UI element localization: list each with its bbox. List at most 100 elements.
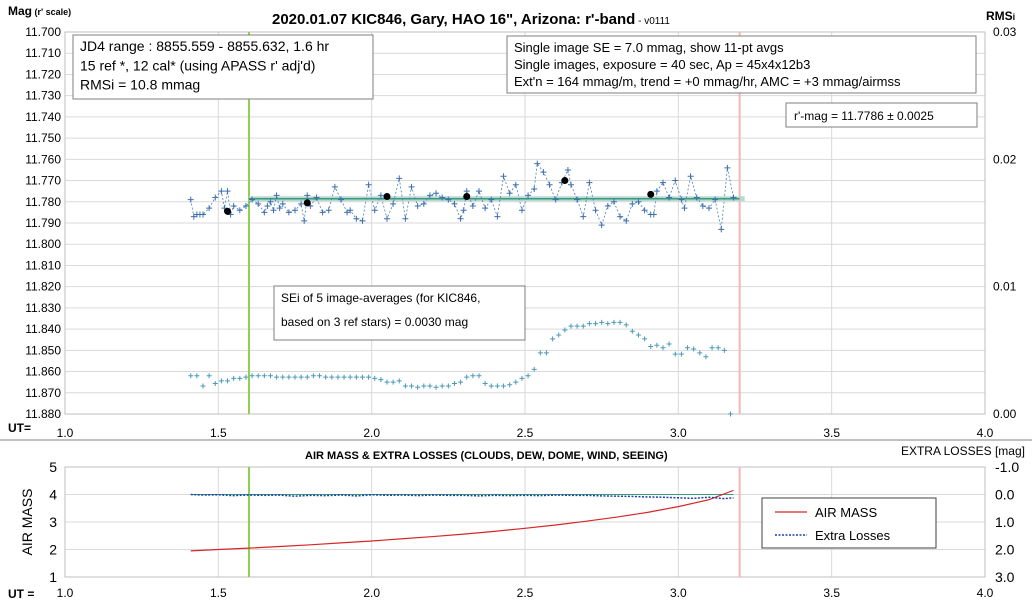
rms-point [237, 375, 243, 381]
y-tick-label: 11.820 [25, 280, 61, 294]
rms-point [243, 374, 249, 380]
legend-box [761, 497, 937, 549]
single-image-point [666, 194, 673, 201]
single-image-point [439, 194, 446, 201]
single-image-point [212, 194, 219, 201]
single-image-point [730, 194, 737, 201]
rms-point [513, 379, 519, 385]
x-tick-label: 1.0 [57, 426, 74, 440]
average-point [303, 199, 311, 207]
info-box-right-line: Ext'n = 164 mmag/m, trend = +0 mmag/hr, … [514, 74, 901, 89]
rms-point [409, 383, 415, 389]
rms-point [188, 373, 194, 379]
single-image-point [344, 209, 351, 216]
single-image-point [552, 196, 559, 203]
rms-point [666, 341, 672, 347]
y-tick-label: 4 [49, 487, 57, 503]
y-tick-label: 11.840 [25, 322, 61, 336]
rms-point [580, 323, 586, 329]
rms-point [691, 346, 697, 352]
x-tick-label: 2.0 [363, 426, 380, 440]
rms-point [556, 332, 562, 338]
rms-point [715, 345, 721, 351]
rms-point [439, 383, 445, 389]
x-tick-label: 2.0 [363, 586, 380, 600]
single-image-point [298, 200, 305, 207]
single-image-point [488, 196, 495, 203]
rms-point [494, 383, 500, 389]
rms-point [335, 374, 341, 380]
rms-point [562, 327, 568, 333]
y2-tick-label: 2.0 [995, 542, 1015, 558]
single-image-point [426, 192, 433, 199]
single-image-point [660, 179, 666, 186]
rms-point [267, 373, 273, 379]
single-image-point [546, 181, 553, 188]
rms-point [519, 375, 525, 381]
legend-label-air-mass: AIR MASS [815, 505, 877, 520]
x-tick-label: 2.5 [517, 586, 534, 600]
single-image-point [564, 166, 571, 173]
y-tick-label: 11.760 [25, 152, 61, 166]
single-image-point [255, 200, 262, 207]
rms-point [359, 374, 365, 380]
rms-point [470, 373, 476, 379]
single-image-point [540, 169, 547, 176]
y-tick-label: 11.810 [25, 258, 61, 272]
y-tick-label: 11.720 [25, 67, 61, 81]
rms-point [286, 374, 292, 380]
single-image-point [304, 192, 311, 199]
rms-point [200, 383, 206, 389]
x-axis-label: UT= [8, 421, 31, 435]
rms-point [611, 319, 617, 325]
y-tick-label: 11.730 [25, 89, 61, 103]
single-image-point [580, 213, 587, 220]
y-tick-label: 11.700 [25, 25, 61, 39]
single-image-point [218, 188, 225, 195]
y-tick-label: 5 [49, 459, 57, 475]
single-image-point [617, 213, 624, 220]
rms-point [280, 374, 286, 380]
single-image-point [390, 200, 397, 207]
x-tick-label: 3.0 [670, 426, 687, 440]
single-image-line [190, 162, 734, 230]
x-tick-label: 3.5 [823, 586, 840, 600]
single-image-point [200, 211, 206, 218]
single-image-point [347, 207, 354, 214]
single-image-point [494, 213, 501, 220]
rms-point [531, 366, 537, 372]
y-tick-label: 11.880 [25, 407, 61, 421]
y-tick-label: 11.740 [25, 110, 61, 124]
x-axis-label: UT = [8, 587, 34, 601]
rms-point [206, 373, 212, 379]
y-tick-label: 11.780 [25, 195, 61, 209]
rms-point [323, 374, 329, 380]
single-image-point [279, 200, 286, 207]
x-tick-label: 4.0 [977, 586, 994, 600]
single-image-point [206, 205, 213, 212]
rms-point [292, 374, 298, 380]
single-image-point [384, 215, 390, 222]
rms-point [329, 374, 335, 380]
rms-point [445, 383, 451, 389]
info-box-left-line: RMSi = 10.8 mmag [80, 77, 200, 93]
single-image-point [301, 217, 308, 224]
x-tick-label: 1.5 [210, 426, 227, 440]
y-tick-label: 11.870 [25, 386, 61, 400]
rms-point [593, 321, 599, 327]
rms-point [218, 378, 224, 384]
single-image-point [678, 196, 685, 203]
rms-point [672, 351, 678, 357]
single-image-point [687, 173, 694, 180]
info-box-left-line: 15 ref *, 12 cal* (using APASS r' adj'd) [80, 57, 315, 73]
rms-point [629, 328, 635, 334]
single-image-point [500, 173, 507, 180]
rms-point [255, 373, 261, 379]
single-image-point [273, 192, 280, 199]
extra-losses-line [190, 493, 734, 500]
y-tick-label: 11.770 [25, 174, 61, 188]
x-tick-label: 3.0 [670, 586, 687, 600]
single-image-point [359, 217, 366, 224]
single-image-point [285, 209, 292, 216]
